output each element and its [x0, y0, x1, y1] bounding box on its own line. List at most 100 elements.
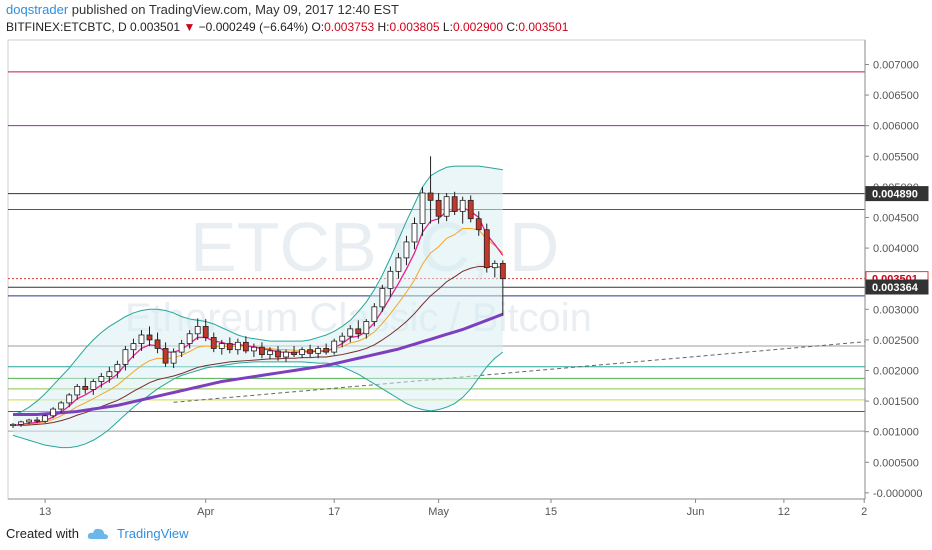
footer: Created with TradingView: [6, 526, 189, 541]
candle-body: [395, 257, 402, 272]
candle-body: [483, 229, 490, 269]
candle-body: [90, 381, 97, 390]
candle-body: [283, 351, 289, 358]
candle-body: [242, 341, 249, 352]
candle-body: [122, 349, 129, 365]
candle-body: [114, 363, 121, 373]
candle-body: [74, 385, 81, 396]
x-tick-label: May: [428, 506, 449, 518]
sma-line: [13, 312, 504, 417]
candle-body: [419, 192, 426, 225]
y-tick-label: 0.003000: [873, 304, 919, 316]
candle-body: [194, 326, 201, 335]
last-price: 0.003501: [130, 20, 181, 34]
candle-body: [475, 218, 482, 231]
candle-body: [178, 343, 185, 353]
y-tick-label: 0.001500: [873, 396, 919, 408]
x-tick-label: 2: [861, 506, 867, 518]
candle-body: [443, 196, 450, 217]
y-tick-label: 0.000500: [873, 457, 919, 469]
x-tick-label: 12: [778, 506, 790, 518]
y-tick-label: 0.004000: [873, 243, 919, 255]
open-value: 0.003753: [324, 20, 375, 34]
candle-body: [363, 321, 370, 335]
price-chart[interactable]: ETCBTC, D Ethereum Classic / Bitcoin 0.0…: [0, 36, 932, 520]
candle-body: [323, 348, 330, 353]
y-tick-label: 0.001000: [873, 427, 919, 439]
candle-body: [42, 415, 49, 422]
candle-body: [202, 326, 209, 338]
candle-body: [82, 385, 89, 390]
candle-body: [162, 348, 169, 364]
close-value: 0.003501: [518, 20, 569, 34]
candle-body: [58, 402, 65, 410]
candle-body: [315, 348, 322, 354]
publish-line: doqstrader published on TradingView.com,…: [6, 2, 399, 17]
candle-body: [10, 423, 16, 426]
candle-body: [347, 328, 354, 337]
candle-body: [170, 351, 177, 364]
low-label: L:: [442, 20, 453, 34]
y-tick-label: 0.002500: [873, 335, 919, 347]
candle-body: [435, 199, 442, 217]
y-tick-label: 0.005500: [873, 151, 919, 163]
candle-body: [379, 288, 386, 308]
price-label-box: [865, 186, 929, 202]
candle-body: [499, 262, 506, 280]
x-tick-label: Apr: [197, 506, 214, 518]
x-tick-label: 13: [39, 506, 51, 518]
price-label: 0.004890: [872, 189, 918, 201]
candle-body: [411, 223, 418, 243]
candle-body: [275, 350, 281, 358]
created-with-text: Created with: [6, 526, 79, 541]
candle-body: [146, 334, 153, 341]
price-label-box: [865, 279, 929, 295]
candle-body: [451, 196, 458, 212]
bollinger-lower-line: [12, 351, 504, 449]
y-tick-label: 0.006000: [873, 121, 919, 133]
candle-body: [467, 199, 474, 220]
candle-body: [307, 349, 314, 354]
candle-body: [387, 270, 394, 289]
bollinger-upper-line: [12, 165, 503, 416]
candle-body: [331, 340, 338, 353]
candle-body: [106, 371, 113, 378]
tradingview-link[interactable]: TradingView: [116, 526, 189, 541]
tradingview-cloud-icon: [87, 528, 108, 539]
candle-body: [218, 343, 225, 349]
y-tick-label: 0.002000: [873, 365, 919, 377]
down-arrow-icon: ▼: [183, 20, 196, 34]
open-label: O:: [311, 20, 325, 34]
high-label: H:: [377, 20, 390, 34]
candle-body: [427, 192, 434, 201]
candle-body: [210, 337, 217, 349]
candle-body: [291, 351, 297, 355]
y-tick-label: -0.000000: [873, 488, 923, 500]
x-tick-label: 17: [328, 506, 340, 518]
ohlc-line: BITFINEX:ETCBTC, D 0.003501 ▼ −0.000249 …: [6, 20, 568, 34]
candle-body: [371, 306, 378, 322]
candle-body: [250, 346, 257, 352]
candle-body: [234, 341, 241, 351]
candle-body: [267, 350, 273, 355]
y-tick-label: 0.004500: [873, 212, 919, 224]
y-tick-label: 0.007000: [873, 59, 919, 71]
author-link[interactable]: doqstrader: [6, 2, 69, 17]
x-tick-label: 15: [545, 506, 557, 518]
symbol-label: BITFINEX:ETCBTC, D: [6, 20, 127, 34]
candle-body: [18, 421, 24, 425]
y-tick-label: 0.006500: [873, 90, 919, 102]
price-label: 0.003364: [872, 282, 919, 294]
x-tick-label: Jun: [687, 506, 705, 518]
candle-body: [259, 346, 265, 355]
candle-body: [154, 339, 161, 349]
candle-body: [186, 333, 193, 344]
bollinger-fill: [13, 166, 503, 448]
candle-body: [50, 408, 57, 417]
published-text: published on TradingView.com, May 09, 20…: [71, 2, 399, 17]
candle-body: [130, 343, 137, 351]
candle-body: [299, 349, 305, 355]
candle-body: [226, 343, 233, 351]
candle-body: [459, 199, 466, 212]
close-label: C:: [506, 20, 519, 34]
